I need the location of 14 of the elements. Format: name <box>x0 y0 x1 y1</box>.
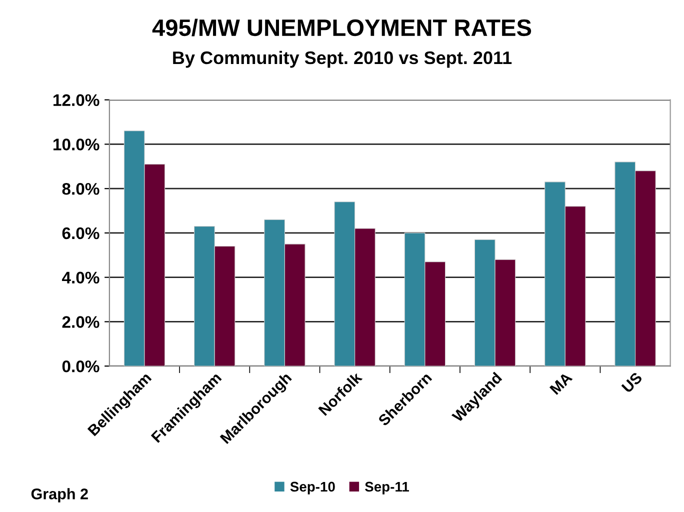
y-tick-label: 6.0% <box>62 227 100 240</box>
y-tick-label: 12.0% <box>54 94 100 106</box>
x-tick-label: MA <box>549 372 573 395</box>
chart-subtitle: By Community Sept. 2010 vs Sept. 2011 <box>173 50 512 68</box>
y-tick-label: 4.0% <box>62 272 100 284</box>
y-tick-label: 2.0% <box>62 316 100 328</box>
y-tick-label: 8.0% <box>62 182 100 195</box>
caption: Graph 2 <box>31 488 88 502</box>
y-tick-label: 0.0% <box>62 360 100 372</box>
y-tick-label: 10.0% <box>54 138 100 150</box>
chart-title: 495/MW UNEMPLOYMENT RATES <box>152 18 532 36</box>
legend-label: Sep-11 <box>365 482 409 494</box>
legend-label: Sep-10 <box>290 482 335 494</box>
x-tick-label: US <box>621 372 643 394</box>
